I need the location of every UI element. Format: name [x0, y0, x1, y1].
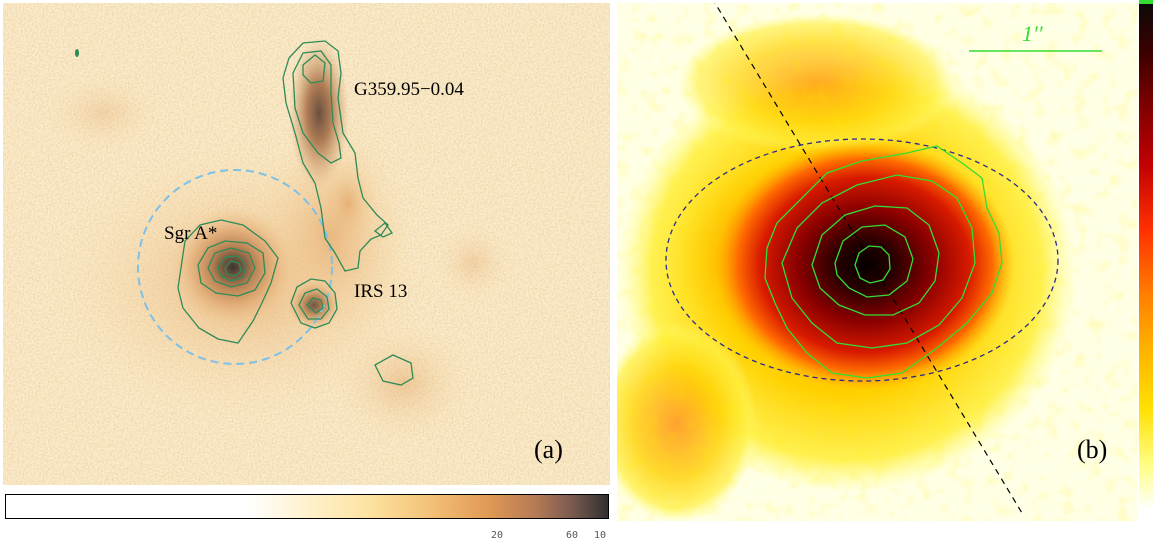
- scale-bar-label: 1′′: [1022, 21, 1043, 46]
- diffuse-emission: [43, 73, 163, 153]
- panel-b-letter: (b): [1077, 435, 1108, 464]
- g359-emission: [318, 153, 378, 253]
- panel-b-xray-image: 1′′ (b): [617, 3, 1137, 521]
- major-axis-line: [714, 3, 1023, 514]
- label-irs13: IRS 13: [354, 281, 408, 302]
- g359-contours: [282, 40, 393, 272]
- label-g359: G359.95−0.04: [354, 79, 464, 100]
- panel-a-xray-image: G359.95−0.04 Sgr A* IRS 13 (a): [3, 3, 610, 485]
- sgra-contours: [177, 219, 279, 344]
- colorbar-a-tick: 20: [491, 530, 504, 541]
- colorbar-a: [5, 494, 609, 519]
- irs13-emission: [288, 281, 340, 329]
- extraction-ellipse: [665, 138, 1059, 382]
- colorbar-a-tick: 10: [594, 530, 607, 541]
- colorbar-a-tick: 60: [566, 530, 579, 541]
- panel-a-letter: (a): [534, 435, 563, 464]
- panel-b-contours: [764, 145, 1003, 379]
- core-emission: [715, 140, 1015, 390]
- diffuse-emission: [433, 223, 513, 303]
- irs13-contours: [290, 278, 338, 329]
- colorbar-b: [1139, 0, 1153, 510]
- sgra-region-circle: [137, 169, 333, 365]
- colorbar-b-top-marker: [1139, 0, 1153, 4]
- point-source-contour: [75, 49, 79, 57]
- diffuse-emission: [333, 323, 473, 443]
- blob-contour: [374, 354, 414, 386]
- label-sgra: Sgr A*: [164, 223, 218, 244]
